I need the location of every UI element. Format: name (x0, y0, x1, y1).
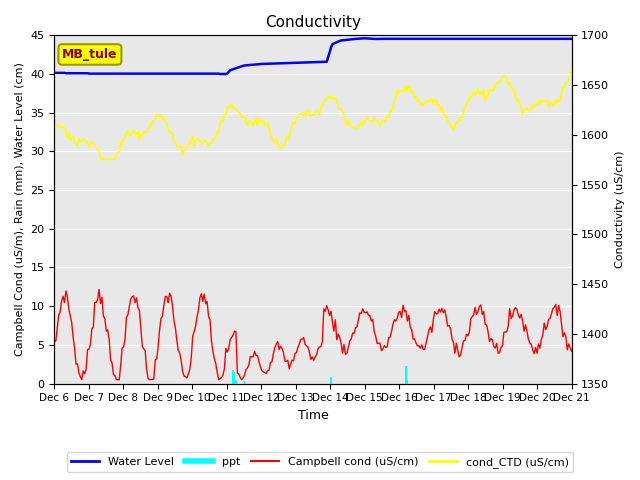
Bar (330, 377, 332, 384)
Bar (406, 381, 408, 384)
Bar (244, 381, 245, 384)
Title: Conductivity: Conductivity (265, 15, 361, 30)
Bar (236, 380, 237, 384)
Bar (232, 370, 234, 384)
X-axis label: Time: Time (298, 409, 328, 422)
Y-axis label: Campbell Cond (uS/m), Rain (mm), Water Level (cm): Campbell Cond (uS/m), Rain (mm), Water L… (15, 62, 25, 356)
Bar (405, 367, 406, 384)
Legend: Water Level, ppt, Campbell cond (uS/cm), cond_CTD (uS/cm): Water Level, ppt, Campbell cond (uS/cm),… (67, 452, 573, 472)
Text: MB_tule: MB_tule (62, 48, 118, 61)
Y-axis label: Conductivity (uS/cm): Conductivity (uS/cm) (615, 151, 625, 268)
Bar (234, 372, 235, 384)
